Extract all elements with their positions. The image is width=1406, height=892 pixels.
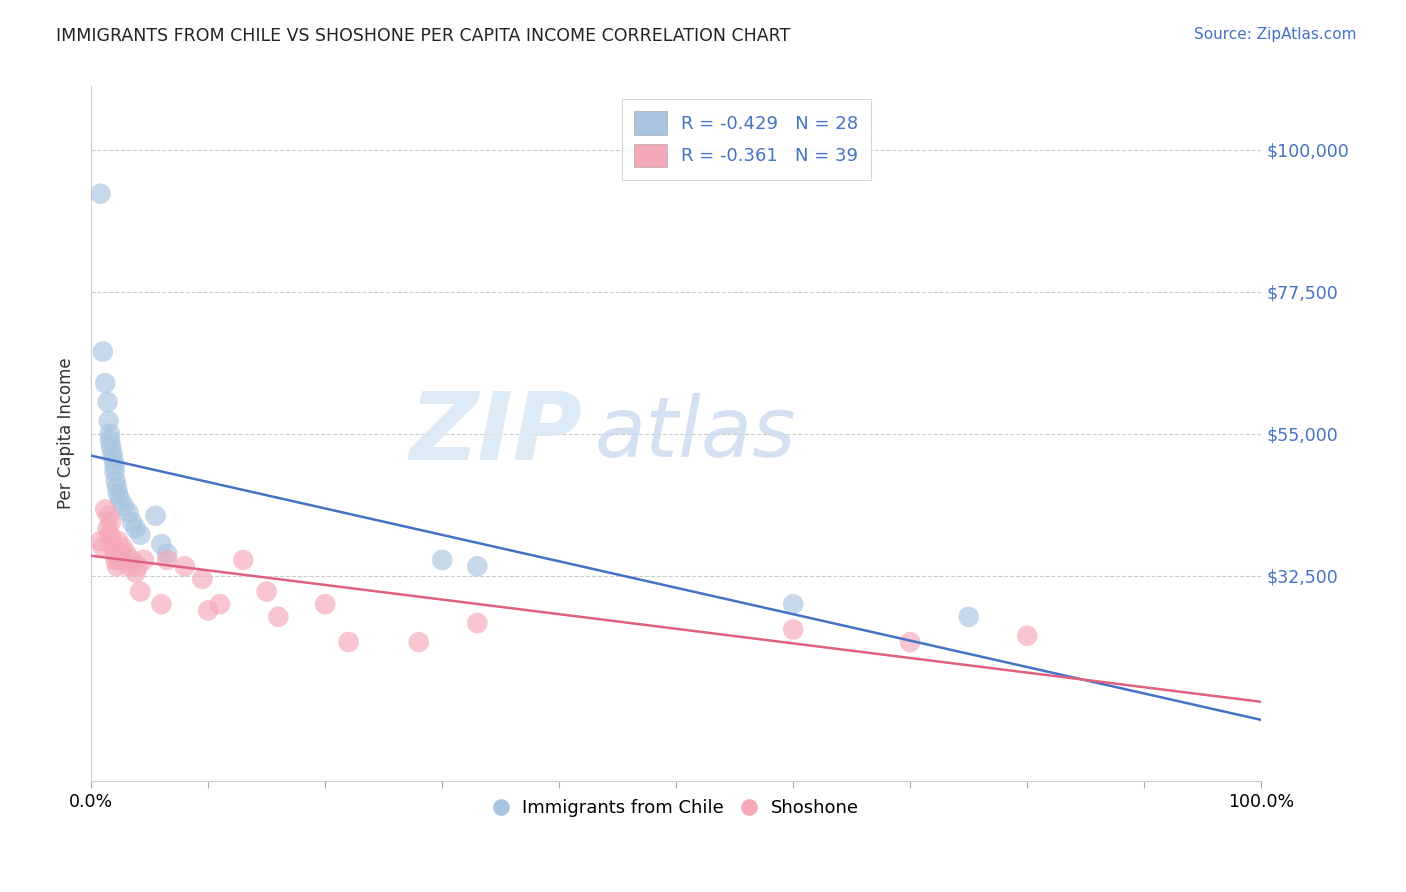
Point — [314, 597, 336, 611]
Point — [150, 537, 173, 551]
Point — [337, 635, 360, 649]
Point — [129, 527, 152, 541]
Point — [156, 547, 179, 561]
Point — [94, 376, 117, 391]
Point — [408, 635, 430, 649]
Point — [97, 414, 120, 428]
Text: ZIP: ZIP — [409, 388, 582, 480]
Point — [91, 344, 114, 359]
Point — [101, 445, 124, 459]
Point — [110, 553, 132, 567]
Point — [121, 515, 143, 529]
Point — [117, 559, 139, 574]
Point — [957, 609, 980, 624]
Point — [100, 439, 122, 453]
Point — [103, 452, 125, 467]
Point — [97, 508, 120, 523]
Point — [91, 541, 114, 555]
Point — [465, 616, 488, 631]
Point — [127, 559, 149, 574]
Point — [129, 584, 152, 599]
Point — [89, 534, 111, 549]
Text: IMMIGRANTS FROM CHILE VS SHOSHONE PER CAPITA INCOME CORRELATION CHART: IMMIGRANTS FROM CHILE VS SHOSHONE PER CA… — [56, 27, 790, 45]
Text: Source: ZipAtlas.com: Source: ZipAtlas.com — [1194, 27, 1357, 42]
Point — [150, 597, 173, 611]
Point — [103, 541, 125, 555]
Point — [103, 465, 125, 479]
Point — [121, 553, 143, 567]
Point — [115, 547, 138, 561]
Point — [191, 572, 214, 586]
Point — [98, 433, 121, 447]
Point — [94, 502, 117, 516]
Point — [124, 521, 146, 535]
Point — [1017, 629, 1039, 643]
Point — [112, 500, 135, 514]
Point — [103, 458, 125, 473]
Point — [232, 553, 254, 567]
Point — [465, 559, 488, 574]
Point — [267, 609, 290, 624]
Point — [104, 474, 127, 488]
Legend: Immigrants from Chile, Shoshone: Immigrants from Chile, Shoshone — [486, 791, 866, 824]
Point — [107, 486, 129, 500]
Point — [101, 534, 124, 549]
Point — [256, 584, 278, 599]
Point — [110, 493, 132, 508]
Point — [105, 480, 128, 494]
Point — [132, 553, 155, 567]
Point — [96, 521, 118, 535]
Point — [105, 559, 128, 574]
Point — [89, 186, 111, 201]
Point — [98, 527, 121, 541]
Point — [145, 508, 167, 523]
Point — [98, 426, 121, 441]
Point — [104, 553, 127, 567]
Point — [103, 547, 125, 561]
Point — [430, 553, 453, 567]
Point — [110, 547, 132, 561]
Point — [100, 515, 122, 529]
Y-axis label: Per Capita Income: Per Capita Income — [58, 358, 75, 509]
Point — [156, 553, 179, 567]
Text: atlas: atlas — [595, 393, 796, 475]
Point — [898, 635, 921, 649]
Point — [124, 566, 146, 580]
Point — [107, 534, 129, 549]
Point — [96, 395, 118, 409]
Point — [208, 597, 231, 611]
Point — [197, 603, 219, 617]
Point — [782, 623, 804, 637]
Point — [117, 506, 139, 520]
Point — [111, 541, 134, 555]
Point — [173, 559, 195, 574]
Point — [782, 597, 804, 611]
